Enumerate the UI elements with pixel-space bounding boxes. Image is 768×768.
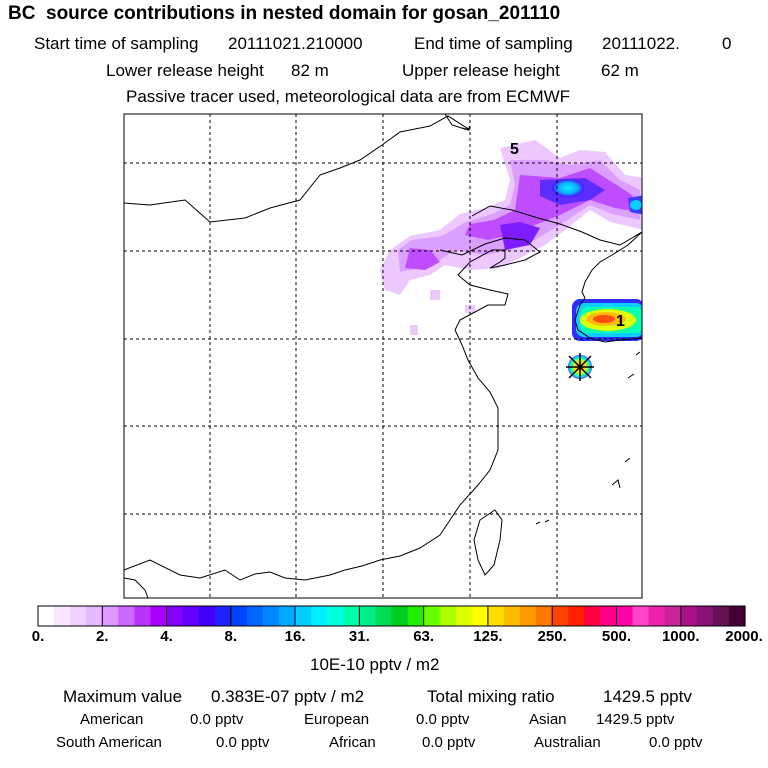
region-african-value: 0.0 pptv bbox=[422, 734, 476, 751]
end-time-suffix: 0 bbox=[722, 34, 732, 53]
colorbar-tick-label: 0. bbox=[31, 628, 45, 645]
colorbar-cell bbox=[182, 606, 200, 626]
star-cross-icon bbox=[566, 353, 594, 381]
colorbar-cell bbox=[407, 606, 425, 626]
colorbar-cell bbox=[680, 606, 698, 626]
colorbar-tick-label: 250. bbox=[537, 628, 567, 645]
colorbar-cell bbox=[279, 606, 296, 626]
colorbar-tick-label: 16. bbox=[284, 628, 306, 645]
upper-release-value: 62 m bbox=[601, 61, 639, 80]
marker-1-label: 1 bbox=[616, 313, 625, 330]
colorbar-cell bbox=[327, 606, 344, 626]
region-asian-value: 1429.5 pptv bbox=[596, 711, 675, 728]
colorbar-cell bbox=[696, 606, 714, 626]
colorbar bbox=[37, 605, 746, 627]
colorbar-cell bbox=[584, 606, 601, 626]
colorbar-cell bbox=[166, 606, 184, 626]
region-south-american-value: 0.0 pptv bbox=[216, 734, 270, 751]
colorbar-cell bbox=[616, 606, 634, 626]
colorbar-cell bbox=[455, 606, 473, 626]
colorbar-cell bbox=[86, 606, 103, 626]
colorbar-cell bbox=[214, 606, 232, 626]
region-american-value: 0.0 pptv bbox=[190, 711, 244, 728]
colorbar-cell bbox=[134, 606, 152, 626]
map-grid bbox=[124, 114, 642, 598]
colorbar-tick-label: 125. bbox=[473, 628, 503, 645]
colorbar-cell bbox=[102, 606, 119, 626]
colorbar-cell bbox=[359, 606, 377, 626]
colorbar-cell bbox=[375, 606, 393, 626]
region-american-name: American bbox=[80, 711, 144, 728]
colorbar-tick-label: 31. bbox=[348, 628, 370, 645]
colorbar-cell bbox=[439, 606, 457, 626]
colorbar-cell bbox=[520, 606, 537, 626]
end-time-value: 20111022. bbox=[602, 34, 680, 53]
map-frame bbox=[123, 113, 643, 599]
colorbar-cell bbox=[118, 606, 136, 626]
colorbar-cell bbox=[198, 606, 216, 626]
colorbar-cell bbox=[70, 606, 87, 626]
region-european-value: 0.0 pptv bbox=[416, 711, 470, 728]
region-african-name: African bbox=[329, 734, 376, 751]
colorbar-tick-label: 63. bbox=[413, 628, 435, 645]
map-area bbox=[124, 114, 642, 598]
lower-release-value: 82 m bbox=[291, 61, 329, 80]
max-value-label: Maximum value bbox=[63, 687, 183, 706]
start-time-label: Start time of sampling bbox=[34, 34, 199, 53]
colorbar-tick-label: 8. bbox=[224, 628, 238, 645]
region-australian-name: Australian bbox=[534, 734, 601, 751]
colorbar-cell bbox=[600, 606, 618, 626]
colorbar-cell bbox=[552, 606, 569, 626]
marker-5-label: 5 bbox=[510, 141, 519, 158]
colorbar-cell bbox=[712, 606, 730, 626]
total-mixing-label: Total mixing ratio bbox=[427, 687, 555, 706]
colorbar-cell bbox=[343, 606, 360, 626]
plume-field bbox=[380, 140, 642, 341]
end-time-label: End time of sampling bbox=[414, 34, 573, 53]
total-mixing-value: 1429.5 pptv bbox=[603, 687, 692, 706]
colorbar-cell bbox=[503, 606, 521, 626]
region-asian-name: Asian bbox=[529, 711, 567, 728]
colorbar-tick-label: 1000. bbox=[661, 628, 700, 645]
colorbar-cell bbox=[150, 606, 168, 626]
lower-release-label: Lower release height bbox=[106, 61, 264, 80]
coastlines bbox=[124, 114, 642, 598]
colorbar-cell bbox=[487, 606, 505, 626]
region-south-american-name: South American bbox=[56, 734, 162, 751]
colorbar-unit: 10E-10 pptv / m2 bbox=[310, 655, 440, 674]
colorbar-cell bbox=[262, 606, 280, 626]
colorbar-cell bbox=[391, 606, 409, 626]
region-australian-value: 0.0 pptv bbox=[649, 734, 703, 751]
upper-release-label: Upper release height bbox=[402, 61, 560, 80]
max-value: 0.383E-07 pptv / m2 bbox=[211, 687, 365, 706]
colorbar-cell bbox=[246, 606, 264, 626]
colorbar-tick-label: 500. bbox=[601, 628, 632, 645]
colorbar-cell bbox=[230, 606, 248, 626]
colorbar-cell bbox=[295, 606, 312, 626]
start-time-value: 20111021.210000 bbox=[228, 34, 363, 53]
colorbar-cell bbox=[38, 606, 55, 626]
colorbar-cell bbox=[648, 606, 666, 626]
colorbar-cell bbox=[632, 606, 650, 626]
tracer-note: Passive tracer used, meteorological data… bbox=[126, 87, 571, 106]
plot-title: BC source contributions in nested domain… bbox=[8, 3, 561, 24]
colorbar-cell bbox=[728, 606, 746, 626]
colorbar-tick-label: 4. bbox=[160, 628, 173, 645]
colorbar-tick-label: 2. bbox=[96, 628, 109, 645]
colorbar-cell bbox=[664, 606, 682, 626]
colorbar-frame bbox=[37, 605, 746, 627]
colorbar-cell bbox=[311, 606, 328, 626]
region-european-name: European bbox=[304, 711, 370, 728]
colorbar-cell bbox=[54, 606, 71, 626]
colorbar-cell bbox=[471, 606, 489, 626]
colorbar-cell bbox=[536, 606, 553, 626]
colorbar-tick-label: 2000. bbox=[725, 628, 763, 645]
colorbar-cell bbox=[568, 606, 585, 626]
colorbar-cell bbox=[423, 606, 441, 626]
